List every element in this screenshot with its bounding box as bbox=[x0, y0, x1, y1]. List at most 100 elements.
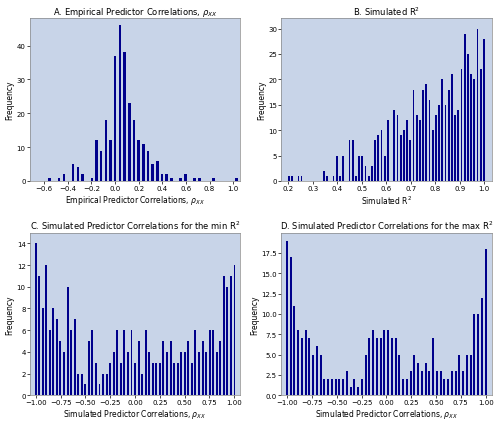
Bar bbox=[60, 341, 62, 395]
Bar bbox=[63, 352, 65, 395]
Bar bbox=[387, 121, 389, 181]
Bar bbox=[114, 57, 116, 181]
Bar bbox=[124, 53, 126, 181]
Bar bbox=[216, 352, 218, 395]
Bar bbox=[234, 265, 235, 395]
Bar bbox=[454, 116, 456, 181]
Bar bbox=[116, 331, 118, 395]
Bar bbox=[166, 352, 168, 395]
Bar bbox=[100, 151, 102, 181]
Bar bbox=[481, 298, 483, 395]
Bar bbox=[156, 363, 158, 395]
Bar bbox=[194, 331, 196, 395]
Bar bbox=[403, 131, 405, 181]
Bar bbox=[364, 355, 366, 395]
Bar bbox=[339, 176, 341, 181]
Bar bbox=[160, 175, 163, 181]
Bar bbox=[412, 90, 414, 181]
Bar bbox=[323, 171, 325, 181]
Bar bbox=[130, 331, 132, 395]
Bar bbox=[128, 104, 130, 181]
Bar bbox=[342, 379, 344, 395]
Bar bbox=[84, 384, 86, 395]
Bar bbox=[435, 116, 437, 181]
Bar bbox=[76, 168, 79, 181]
Bar bbox=[62, 175, 65, 181]
Bar bbox=[81, 175, 84, 181]
Bar bbox=[208, 331, 210, 395]
Bar bbox=[112, 352, 114, 395]
Bar bbox=[467, 55, 468, 181]
Bar bbox=[180, 352, 182, 395]
Bar bbox=[90, 178, 93, 181]
Bar bbox=[438, 106, 440, 181]
Bar bbox=[212, 331, 214, 395]
Bar bbox=[142, 144, 144, 181]
Bar bbox=[324, 379, 326, 395]
Bar bbox=[223, 276, 225, 395]
Bar bbox=[184, 175, 186, 181]
Bar bbox=[396, 116, 398, 181]
Bar bbox=[294, 306, 296, 395]
Bar bbox=[400, 136, 402, 181]
Y-axis label: Frequency: Frequency bbox=[250, 294, 259, 334]
Bar bbox=[304, 331, 306, 395]
X-axis label: Simulated Predictor Correlations, $\rho_{XX}$: Simulated Predictor Correlations, $\rho_… bbox=[64, 408, 206, 420]
Bar bbox=[102, 374, 104, 395]
Bar bbox=[230, 276, 232, 395]
Bar bbox=[384, 156, 386, 181]
Bar bbox=[394, 111, 395, 181]
Bar bbox=[402, 379, 404, 395]
Bar bbox=[188, 341, 190, 395]
Title: C. Simulated Predictor Correlations for the min R$^2$: C. Simulated Predictor Correlations for … bbox=[30, 219, 240, 232]
Bar bbox=[127, 352, 129, 395]
Bar bbox=[236, 178, 238, 181]
Bar bbox=[417, 363, 419, 395]
Bar bbox=[342, 156, 344, 181]
Bar bbox=[170, 341, 172, 395]
Y-axis label: Frequency: Frequency bbox=[6, 81, 15, 120]
Bar bbox=[394, 339, 396, 395]
Bar bbox=[444, 379, 446, 395]
Bar bbox=[173, 363, 175, 395]
Bar bbox=[458, 111, 459, 181]
Bar bbox=[48, 178, 51, 181]
Bar bbox=[70, 331, 72, 395]
Bar bbox=[141, 374, 143, 395]
Y-axis label: Frequency: Frequency bbox=[257, 81, 266, 120]
Bar bbox=[124, 331, 126, 395]
Bar bbox=[421, 371, 423, 395]
Bar bbox=[146, 151, 149, 181]
Bar bbox=[104, 121, 107, 181]
Bar bbox=[406, 379, 408, 395]
Bar bbox=[419, 121, 421, 181]
Bar bbox=[326, 176, 328, 181]
Bar bbox=[458, 355, 460, 395]
Bar bbox=[297, 331, 299, 395]
Bar bbox=[466, 355, 468, 395]
Bar bbox=[406, 121, 408, 181]
Bar bbox=[132, 121, 135, 181]
Bar bbox=[332, 176, 334, 181]
Title: A. Empirical Predictor Correlations, $\rho_{XX}$: A. Empirical Predictor Correlations, $\r… bbox=[52, 6, 218, 19]
Bar bbox=[298, 176, 300, 181]
Bar bbox=[205, 352, 207, 395]
Bar bbox=[477, 314, 479, 395]
Bar bbox=[88, 341, 90, 395]
Bar bbox=[81, 374, 82, 395]
Bar bbox=[291, 176, 293, 181]
Bar bbox=[49, 331, 50, 395]
Bar bbox=[320, 355, 322, 395]
Bar bbox=[355, 176, 357, 181]
Bar bbox=[391, 339, 393, 395]
Bar bbox=[327, 379, 329, 395]
Bar bbox=[56, 320, 58, 395]
Bar bbox=[134, 363, 136, 395]
Bar bbox=[109, 141, 112, 181]
Bar bbox=[480, 70, 482, 181]
Bar bbox=[451, 371, 453, 395]
Bar bbox=[109, 363, 111, 395]
Bar bbox=[483, 40, 484, 181]
Bar bbox=[45, 265, 47, 395]
Bar bbox=[308, 339, 310, 395]
